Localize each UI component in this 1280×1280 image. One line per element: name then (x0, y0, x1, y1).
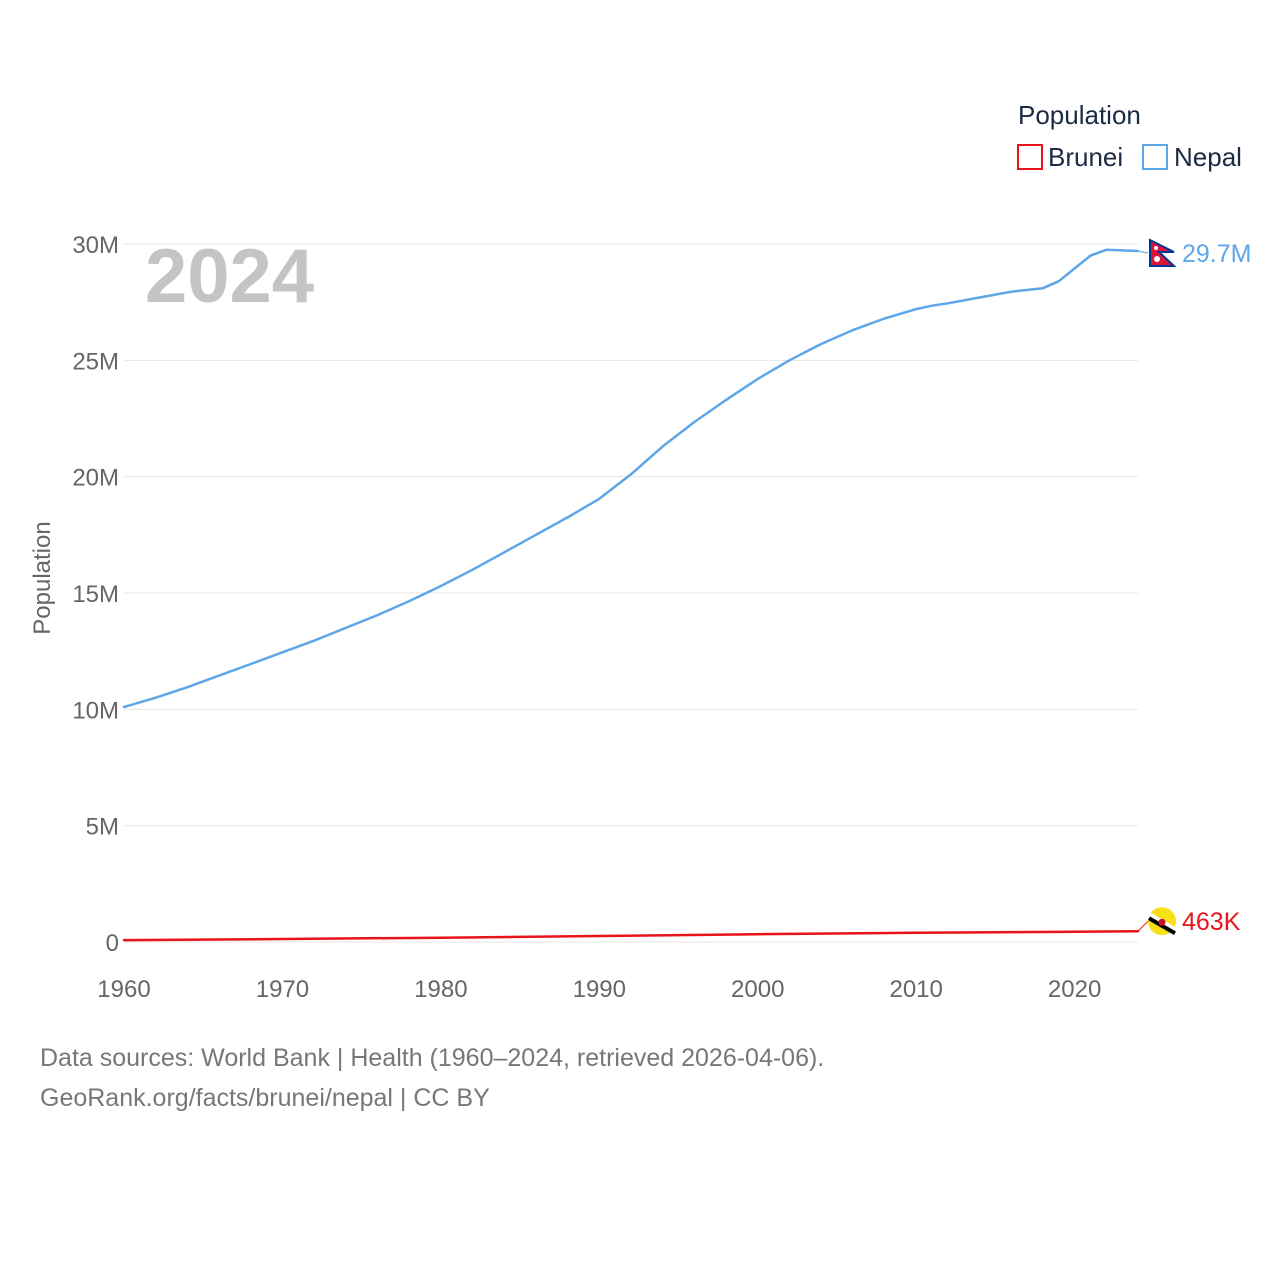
y-tick-label: 20M (72, 465, 119, 492)
x-tick-label: 1970 (256, 976, 309, 1003)
legend: Population Brunei Nepal (1017, 100, 1242, 172)
x-tick-label: 1960 (97, 976, 150, 1003)
nepal-flag-icon (1148, 238, 1177, 267)
x-tick-label: 1990 (573, 976, 626, 1003)
x-tick-label: 2020 (1048, 976, 1101, 1003)
x-tick-label: 2010 (889, 976, 942, 1003)
y-tick-label: 25M (72, 348, 119, 375)
y-tick-label: 10M (72, 697, 119, 724)
year-label: 2024 (145, 234, 314, 319)
y-tick-label: 30M (72, 232, 119, 259)
y-tick-label: 5M (86, 814, 119, 841)
y-axis-label: Population (29, 521, 56, 634)
series-end-markers: 463K 29.7M (1137, 238, 1251, 936)
x-axis-ticks: 1960 1970 1980 1990 2000 2010 2020 (97, 976, 1101, 1003)
legend-swatch-nepal (1142, 144, 1168, 170)
x-tick-label: 2000 (731, 976, 784, 1003)
y-tick-label: 0 (106, 930, 119, 957)
legend-title: Population (1018, 100, 1141, 130)
x-tick-label: 1980 (414, 976, 467, 1003)
gridlines (124, 243, 1138, 943)
legend-label-nepal: Nepal (1174, 142, 1242, 172)
legend-item-brunei[interactable]: Brunei (1017, 142, 1123, 172)
series-lines (122, 248, 1140, 942)
brunei-flag-icon (1147, 907, 1177, 936)
footer-attribution: GeoRank.org/facts/brunei/nepal | CC BY (40, 1084, 490, 1112)
y-tick-label: 15M (72, 581, 119, 608)
legend-item-nepal[interactable]: Nepal (1142, 142, 1242, 172)
footer-sources: Data sources: World Bank | Health (1960–… (40, 1044, 825, 1072)
legend-swatch-brunei (1017, 144, 1043, 170)
y-axis-ticks: 0 5M 10M 15M 20M 25M 30M (72, 232, 119, 957)
legend-label-brunei: Brunei (1048, 142, 1123, 172)
end-value-label-brunei: 463K (1182, 908, 1241, 936)
end-value-label-nepal: 29.7M (1182, 240, 1251, 268)
series-line-nepal (122, 248, 1140, 709)
end-connector (1137, 250, 1149, 254)
end-connector (1137, 920, 1149, 932)
series-line-brunei (122, 929, 1140, 942)
